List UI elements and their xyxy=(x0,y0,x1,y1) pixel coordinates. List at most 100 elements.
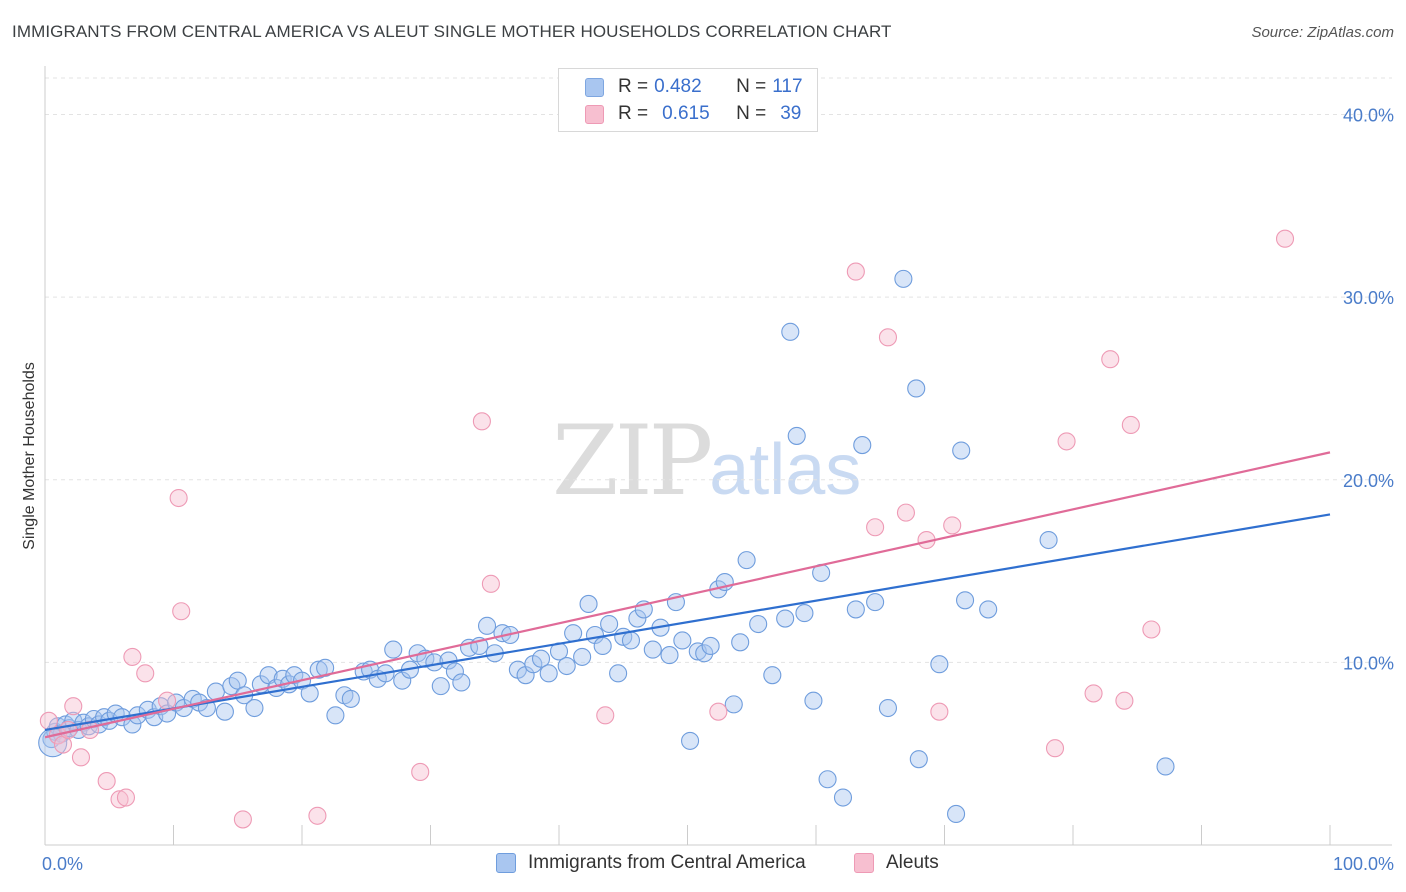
data-point-aleuts xyxy=(1275,229,1295,248)
y-tick-label: 10.0% xyxy=(1343,653,1394,673)
data-point-central-america xyxy=(818,770,837,789)
data-point-central-america xyxy=(878,698,898,718)
data-point-central-america xyxy=(952,441,971,460)
data-point-central-america xyxy=(1156,757,1175,776)
data-point-central-america xyxy=(979,600,998,619)
data-point-aleuts xyxy=(169,488,188,508)
x-tick-label-end: 100.0% xyxy=(1333,854,1394,874)
data-point-central-america xyxy=(866,593,885,612)
data-point-aleuts xyxy=(481,574,500,593)
trend-line-central-america xyxy=(44,513,1331,732)
data-point-aleuts xyxy=(64,697,83,716)
legend-item-central-america: Immigrants from Central America xyxy=(496,852,806,874)
legend-swatch-blue xyxy=(496,853,516,873)
data-point-central-america xyxy=(947,804,966,824)
axes xyxy=(44,66,1392,846)
data-point-aleuts xyxy=(1045,739,1065,758)
data-point-central-america xyxy=(1039,530,1058,550)
data-point-aleuts xyxy=(930,702,949,721)
data-point-aleuts xyxy=(411,762,430,782)
data-point-central-america xyxy=(660,646,679,665)
y-axis-title: Single Mother Households xyxy=(21,362,38,550)
data-point-central-america xyxy=(833,788,853,807)
legend-swatch-pink xyxy=(585,104,604,124)
data-point-aleuts xyxy=(308,806,327,825)
y-tick-label: 40.0% xyxy=(1343,106,1394,126)
data-point-central-america xyxy=(804,691,823,710)
data-point-central-america xyxy=(846,600,865,619)
data-point-central-america xyxy=(573,647,592,666)
data-point-central-america xyxy=(909,750,928,769)
data-point-central-america xyxy=(763,666,782,685)
legend-r-value: 0.615 xyxy=(662,103,710,124)
data-point-central-america xyxy=(776,609,795,628)
data-point-central-america xyxy=(749,614,768,634)
trend-lines xyxy=(44,451,1331,739)
data-point-central-america xyxy=(215,702,234,721)
legend-row-central-america: R = 0.482 N = 117 xyxy=(585,74,803,100)
data-point-central-america xyxy=(956,591,975,610)
legend-r-value: 0.482 xyxy=(654,76,702,97)
legend-n-label: N = xyxy=(736,103,767,124)
data-point-central-america xyxy=(787,426,806,445)
data-point-aleuts xyxy=(472,412,491,431)
data-point-aleuts xyxy=(878,328,898,347)
data-point-central-america xyxy=(724,695,743,714)
watermark-zip: ZIP xyxy=(552,405,713,517)
data-point-central-america xyxy=(853,436,872,455)
data-point-aleuts xyxy=(596,706,615,725)
data-point-central-america xyxy=(795,604,814,623)
data-point-aleuts xyxy=(233,810,252,829)
data-point-central-america xyxy=(477,616,497,635)
data-point-aleuts xyxy=(709,702,728,721)
series-legend: Immigrants from Central America Aleuts xyxy=(0,852,1406,878)
data-point-aleuts xyxy=(866,518,885,537)
data-point-central-america xyxy=(907,379,926,398)
legend-swatch-blue xyxy=(585,77,604,97)
y-tick-label: 20.0% xyxy=(1343,471,1394,491)
data-point-central-america xyxy=(445,662,464,681)
data-point-central-america xyxy=(326,706,345,725)
correlation-legend: R = 0.482 N = 117 R = 0.615 N = 39 xyxy=(558,68,818,132)
data-point-aleuts xyxy=(896,503,916,522)
legend-r-label: R = xyxy=(618,76,649,97)
data-point-central-america xyxy=(600,614,619,634)
data-point-central-america xyxy=(384,640,403,659)
data-point-central-america xyxy=(701,636,720,655)
data-point-aleuts xyxy=(943,516,962,535)
series-aleuts-points xyxy=(39,229,1295,829)
grid-lines xyxy=(45,77,1392,663)
data-point-aleuts xyxy=(71,748,91,767)
zipatlas-watermark: ZIPatlas xyxy=(552,405,861,517)
data-point-aleuts xyxy=(1084,684,1103,703)
legend-item-aleuts: Aleuts xyxy=(854,852,939,874)
data-point-central-america xyxy=(673,631,692,650)
data-point-central-america xyxy=(628,609,647,628)
data-point-aleuts xyxy=(110,790,129,809)
data-point-aleuts xyxy=(1101,350,1120,369)
data-point-central-america xyxy=(609,664,628,683)
data-point-central-america xyxy=(681,731,700,750)
data-point-central-america xyxy=(643,640,662,659)
data-point-aleuts xyxy=(136,664,155,683)
data-point-central-america xyxy=(737,551,756,570)
data-point-aleuts xyxy=(97,772,116,791)
data-point-central-america xyxy=(245,698,264,718)
data-point-central-america xyxy=(930,655,949,674)
data-point-central-america xyxy=(781,322,800,341)
data-point-aleuts xyxy=(1142,620,1161,639)
legend-n-value: 117 xyxy=(772,76,803,97)
chart-title: IMMIGRANTS FROM CENTRAL AMERICA VS ALEUT… xyxy=(12,22,892,41)
data-point-central-america xyxy=(593,636,612,655)
data-point-central-america xyxy=(341,689,360,708)
data-point-central-america xyxy=(731,633,750,652)
data-point-aleuts xyxy=(172,602,191,621)
source-label: Source: ZipAtlas.com xyxy=(1251,24,1394,41)
data-point-aleuts xyxy=(846,262,865,281)
series-central-america-points xyxy=(38,269,1175,824)
data-point-aleuts xyxy=(39,711,58,730)
data-point-central-america xyxy=(695,644,714,663)
data-point-aleuts xyxy=(116,788,136,807)
legend-label-central-america: Immigrants from Central America xyxy=(528,852,806,873)
data-point-central-america xyxy=(557,656,576,676)
